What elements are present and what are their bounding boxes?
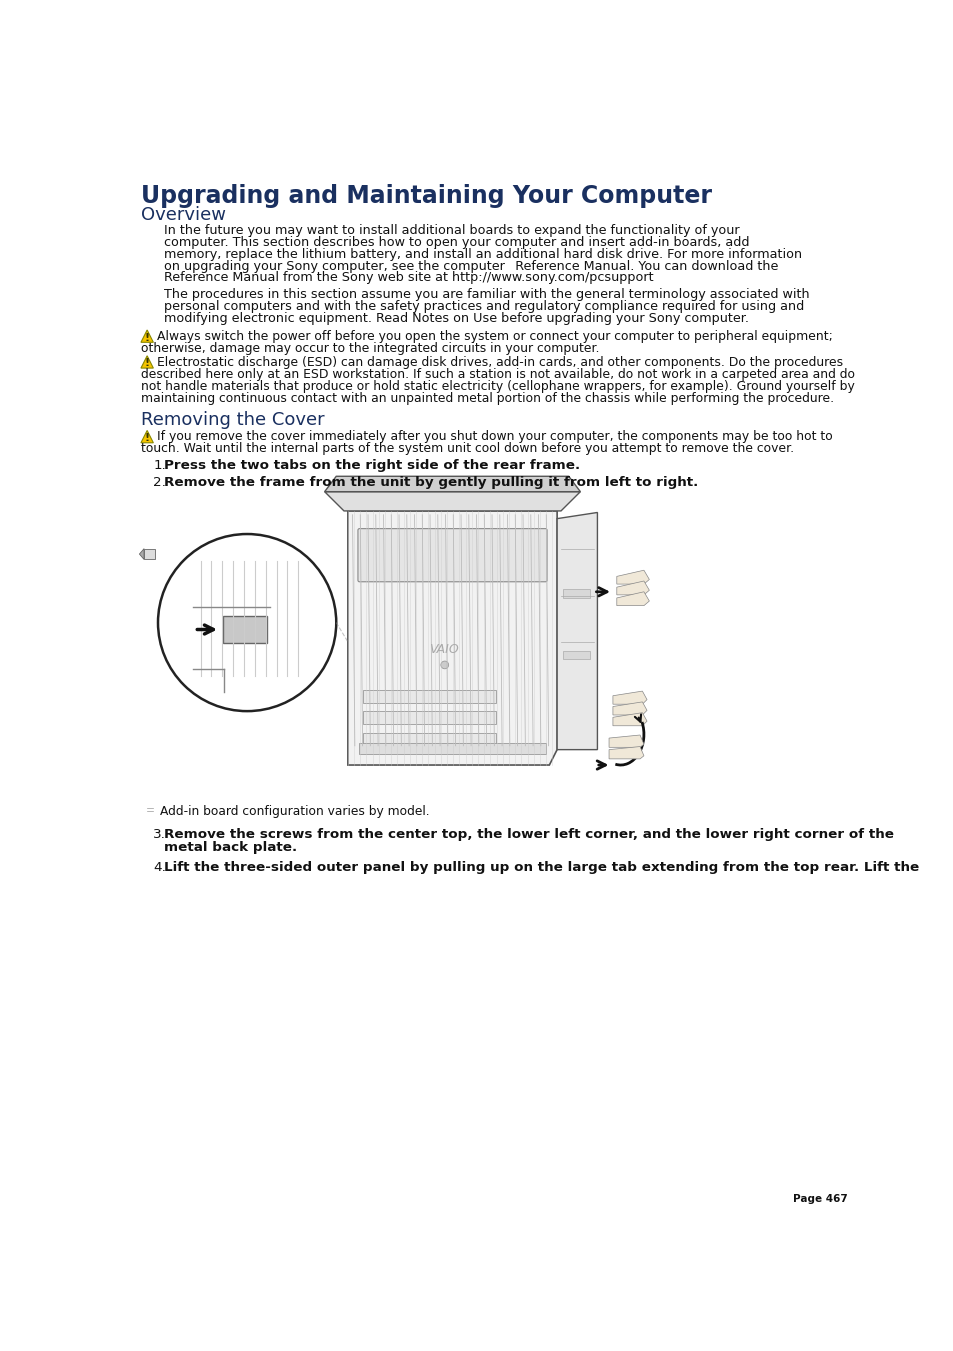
FancyBboxPatch shape	[357, 528, 546, 582]
Text: Overview: Overview	[141, 205, 226, 224]
Polygon shape	[608, 735, 643, 747]
Text: 1.: 1.	[153, 459, 166, 473]
Ellipse shape	[158, 534, 335, 711]
Polygon shape	[617, 592, 649, 605]
Text: Page 467: Page 467	[792, 1194, 847, 1204]
Circle shape	[440, 661, 448, 669]
Text: VAIO: VAIO	[429, 643, 458, 657]
Text: on upgrading your Sony computer, see the computer  Reference Manual. You can dow: on upgrading your Sony computer, see the…	[164, 259, 778, 273]
Text: Lift the three-sided outer panel by pulling up on the large tab extending from t: Lift the three-sided outer panel by pull…	[164, 861, 919, 874]
Text: Electrostatic discharge (ESD) can damage disk drives, add-in cards, and other co: Electrostatic discharge (ESD) can damage…	[157, 355, 842, 369]
Text: Add-in board configuration varies by model.: Add-in board configuration varies by mod…	[160, 805, 430, 819]
Text: personal computers and with the safety practices and regulatory compliance requi: personal computers and with the safety p…	[164, 300, 803, 313]
Polygon shape	[139, 549, 144, 559]
Polygon shape	[141, 431, 153, 443]
FancyBboxPatch shape	[562, 589, 590, 597]
FancyBboxPatch shape	[562, 651, 590, 659]
Polygon shape	[612, 713, 646, 725]
Polygon shape	[612, 703, 646, 715]
Polygon shape	[617, 570, 649, 584]
FancyBboxPatch shape	[223, 616, 267, 643]
Polygon shape	[608, 747, 643, 759]
Text: !: !	[145, 434, 150, 443]
Polygon shape	[612, 692, 646, 704]
Polygon shape	[557, 512, 597, 750]
Text: !: !	[145, 358, 150, 369]
Polygon shape	[617, 581, 649, 594]
Text: Upgrading and Maintaining Your Computer: Upgrading and Maintaining Your Computer	[141, 184, 711, 208]
Text: Removing the Cover: Removing the Cover	[141, 411, 324, 430]
Text: computer. This section describes how to open your computer and insert add-in boa: computer. This section describes how to …	[164, 235, 749, 249]
Text: Remove the frame from the unit by gently pulling it from left to right.: Remove the frame from the unit by gently…	[164, 477, 698, 489]
Text: 4.: 4.	[153, 861, 166, 874]
Text: Always switch the power off before you open the system or connect your computer : Always switch the power off before you o…	[157, 330, 832, 343]
Text: The procedures in this section assume you are familiar with the general terminol: The procedures in this section assume yo…	[164, 288, 809, 301]
Text: not handle materials that produce or hold static electricity (cellophane wrapper: not handle materials that produce or hol…	[141, 380, 854, 393]
Text: touch. Wait until the internal parts of the system unit cool down before you att: touch. Wait until the internal parts of …	[141, 442, 793, 455]
Text: Press the two tabs on the right side of the rear frame.: Press the two tabs on the right side of …	[164, 459, 579, 473]
Text: maintaining continuous contact with an unpainted metal portion of the chassis wh: maintaining continuous contact with an u…	[141, 392, 833, 404]
Text: metal back plate.: metal back plate.	[164, 840, 297, 854]
FancyBboxPatch shape	[358, 743, 546, 754]
Text: otherwise, damage may occur to the integrated circuits in your computer.: otherwise, damage may occur to the integ…	[141, 342, 598, 355]
Text: described here only at an ESD workstation. If such a station is not available, d: described here only at an ESD workstatio…	[141, 367, 854, 381]
Polygon shape	[324, 477, 579, 492]
FancyBboxPatch shape	[362, 732, 496, 746]
Polygon shape	[348, 511, 557, 765]
Polygon shape	[324, 492, 579, 511]
Polygon shape	[144, 549, 154, 559]
Text: !: !	[145, 332, 150, 343]
Text: In the future you may want to install additional boards to expand the functional: In the future you may want to install ad…	[164, 224, 739, 236]
Text: Remove the screws from the center top, the lower left corner, and the lower righ: Remove the screws from the center top, t…	[164, 828, 893, 842]
Text: 2.: 2.	[153, 477, 166, 489]
Polygon shape	[141, 355, 153, 367]
Text: If you remove the cover immediately after you shut down your computer, the compo: If you remove the cover immediately afte…	[157, 431, 832, 443]
Text: Reference Manual from the Sony web site at http://www.sony.com/pcsupport: Reference Manual from the Sony web site …	[164, 272, 653, 285]
FancyBboxPatch shape	[362, 711, 496, 724]
Text: modifying electronic equipment. Read Notes on Use before upgrading your Sony com: modifying electronic equipment. Read Not…	[164, 312, 748, 324]
Polygon shape	[141, 330, 153, 342]
Text: 3.: 3.	[153, 828, 166, 842]
FancyBboxPatch shape	[362, 689, 496, 703]
Text: memory, replace the lithium battery, and install an additional hard disk drive. : memory, replace the lithium battery, and…	[164, 247, 801, 261]
